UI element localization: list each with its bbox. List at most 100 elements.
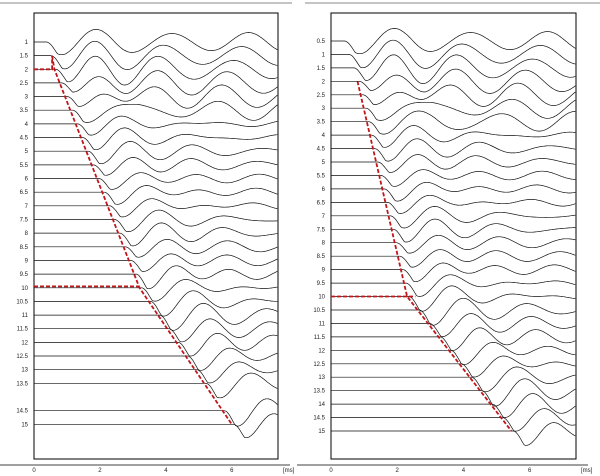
x-tick-label: 2 xyxy=(98,468,102,474)
traces xyxy=(34,29,278,439)
seismic-trace xyxy=(331,138,576,162)
trace-label: 11.5 xyxy=(17,327,29,333)
seismic-trace xyxy=(34,372,278,399)
trace-label: 12 xyxy=(318,348,325,354)
seismic-trace xyxy=(331,366,576,393)
seismic-trace xyxy=(34,172,278,190)
seismic-trace xyxy=(331,342,576,365)
trace-label: 7.5 xyxy=(20,217,29,223)
seismic-trace xyxy=(331,274,576,297)
trace-label: 2.5 xyxy=(317,93,326,99)
x-tick-label: 2 xyxy=(396,468,400,474)
trace-label: 8.5 xyxy=(20,245,29,251)
seismic-trace xyxy=(331,297,576,326)
trace-label: 8 xyxy=(25,231,29,237)
seismic-trace xyxy=(331,110,576,135)
trace-label: 11 xyxy=(22,313,29,319)
panel-left: 0 2 4 6 [ms]11.522.533.544.555.566.577.588.5… xyxy=(0,2,295,474)
seismic-trace xyxy=(34,398,278,427)
seismic-trace xyxy=(34,157,278,176)
seismic-trace xyxy=(331,262,576,283)
seismic-trace xyxy=(331,68,576,94)
seismic-trace xyxy=(34,239,278,258)
trace-label: 11.5 xyxy=(314,335,326,341)
trace-label: 9 xyxy=(322,268,326,274)
seismic-trace xyxy=(331,313,576,337)
seismic-trace xyxy=(331,378,576,407)
seismic-trace xyxy=(34,332,278,357)
trace-label: 7.5 xyxy=(317,227,326,233)
trace-label: 9 xyxy=(25,258,29,264)
seismic-trace xyxy=(331,249,576,268)
trace-label: 10.5 xyxy=(16,299,28,305)
seismic-trace xyxy=(34,185,278,205)
trace-label: 4.5 xyxy=(317,147,326,153)
trace-label: 15 xyxy=(21,422,28,428)
seismic-trace xyxy=(34,198,278,218)
trace-label: 13 xyxy=(21,368,28,374)
trace-label: 5 xyxy=(25,149,29,155)
trace-label: 1 xyxy=(25,40,29,46)
x-tick-label: 6 xyxy=(230,468,234,474)
plot-frame xyxy=(33,12,279,460)
trace-label: 3 xyxy=(322,106,326,112)
seismic-trace xyxy=(331,206,576,229)
seismic-trace xyxy=(331,327,576,351)
seismic-trace xyxy=(34,302,278,331)
trace-label: 13.5 xyxy=(16,381,28,387)
seismic-trace xyxy=(34,290,278,317)
trace-label: 9.5 xyxy=(317,281,326,287)
seismic-trace xyxy=(331,125,576,148)
seismic-trace xyxy=(331,54,576,84)
x-tick-label: 0 xyxy=(329,468,333,474)
seismic-trace xyxy=(331,39,576,69)
seismic-trace xyxy=(34,347,278,371)
seismic-trace xyxy=(331,194,576,214)
plot-frame xyxy=(330,12,577,460)
trace-label: 7 xyxy=(322,214,326,220)
seismic-trace xyxy=(34,100,278,123)
arrival-pick-line xyxy=(34,55,53,71)
seismic-trace xyxy=(331,234,576,254)
seismic-trace xyxy=(331,181,576,202)
trace-label: 13 xyxy=(318,375,325,381)
trace-label: 6 xyxy=(322,187,326,193)
seismic-trace xyxy=(34,279,278,302)
trace-label: 4 xyxy=(322,133,326,139)
trace-label: 1 xyxy=(322,52,326,58)
trace-label: 12.5 xyxy=(16,354,28,360)
trace-label: 8 xyxy=(322,241,326,247)
trace-label: 10 xyxy=(318,295,325,301)
trace-label: 12 xyxy=(21,340,28,346)
panel-right: 0 2 4 6 [ms]0.511.522.533.544.555.566.577.58… xyxy=(297,2,600,474)
seismic-trace xyxy=(331,408,576,432)
trace-label: 13.5 xyxy=(313,389,325,395)
trace-label: 10 xyxy=(21,286,28,292)
seismic-trace xyxy=(34,253,278,272)
seismic-trace xyxy=(34,84,278,109)
seismic-trace xyxy=(331,285,576,312)
seismic-trace xyxy=(331,169,576,187)
trace-label: 5.5 xyxy=(20,163,29,169)
seismic-trace xyxy=(34,413,278,439)
x-axis-label: [ms] xyxy=(283,468,295,474)
traces xyxy=(331,28,576,446)
trace-label: 3.5 xyxy=(317,120,326,126)
trace-label: 9.5 xyxy=(20,272,29,278)
seismic-trace xyxy=(331,154,576,173)
seismic-trace xyxy=(34,29,278,56)
seismic-trace xyxy=(34,361,278,384)
seismic-trace xyxy=(331,355,576,378)
trace-label: 3 xyxy=(25,95,29,101)
trace-label: 12.5 xyxy=(313,362,325,368)
trace-label: 7 xyxy=(25,204,29,210)
seismic-trace xyxy=(34,127,278,151)
trace-label: 2.5 xyxy=(20,81,29,87)
seismic-trace xyxy=(331,393,576,418)
trace-label: 0.5 xyxy=(317,39,326,45)
seismic-trace xyxy=(34,318,278,343)
trace-label: 5.5 xyxy=(317,173,326,179)
arrival-pick-line xyxy=(51,55,233,425)
trace-label: 15 xyxy=(318,429,325,435)
